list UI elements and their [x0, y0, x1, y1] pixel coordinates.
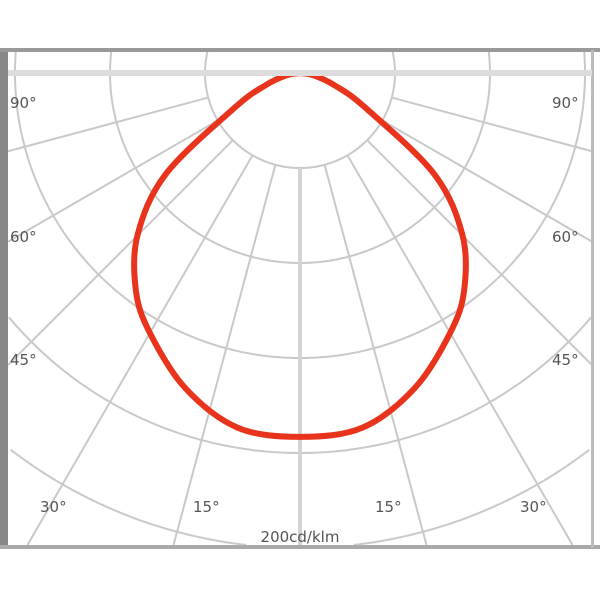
intensity-curve-series	[131, 70, 469, 440]
grid-radial-line	[391, 96, 593, 153]
grid-ring	[14, 50, 586, 359]
grid-ring	[204, 49, 396, 169]
grid-ring	[109, 51, 491, 264]
frame-left	[0, 50, 8, 548]
label-right-60: 60°	[552, 228, 579, 246]
grid-radial-line	[323, 164, 428, 546]
grid-ring	[10, 449, 590, 546]
label-right-90: 90°	[552, 94, 579, 112]
frame-bottom	[0, 545, 600, 549]
horizon-line	[8, 70, 592, 76]
label-left-60: 60°	[10, 228, 37, 246]
grid-radial-line	[366, 139, 593, 366]
grid-radial-line	[7, 139, 234, 366]
label-left-30: 30°	[40, 498, 67, 516]
grid-ring	[8, 316, 592, 454]
frame-top	[0, 48, 600, 52]
frame-right	[591, 50, 594, 548]
polar-grid	[7, 49, 593, 546]
label-right-30: 30°	[520, 498, 547, 516]
label-left-15: 15°	[193, 498, 220, 516]
label-right-45: 45°	[552, 351, 579, 369]
grid-radial-line	[346, 154, 574, 546]
grid-radial-line	[172, 164, 277, 546]
label-left-45: 45°	[10, 351, 37, 369]
label-right-15: 15°	[375, 498, 402, 516]
grid-radial-line	[381, 119, 593, 243]
grid-radial-line	[7, 119, 219, 243]
grid-radial-line	[7, 96, 209, 153]
grid-radial-line	[26, 154, 254, 546]
scale-label: 200cd/klm	[261, 528, 340, 546]
label-left-90: 90°	[10, 94, 37, 112]
